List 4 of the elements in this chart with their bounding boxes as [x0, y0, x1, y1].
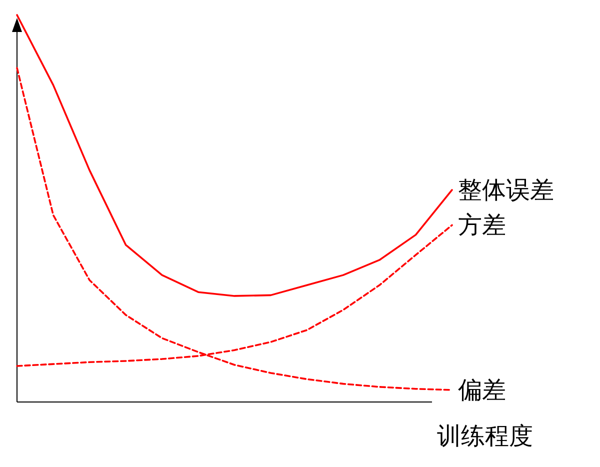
series-label: 方差	[458, 211, 506, 240]
series-label: 整体误差	[458, 176, 554, 204]
x-axis-title: 训练程度	[437, 422, 533, 450]
series-label: 偏差	[458, 376, 506, 404]
